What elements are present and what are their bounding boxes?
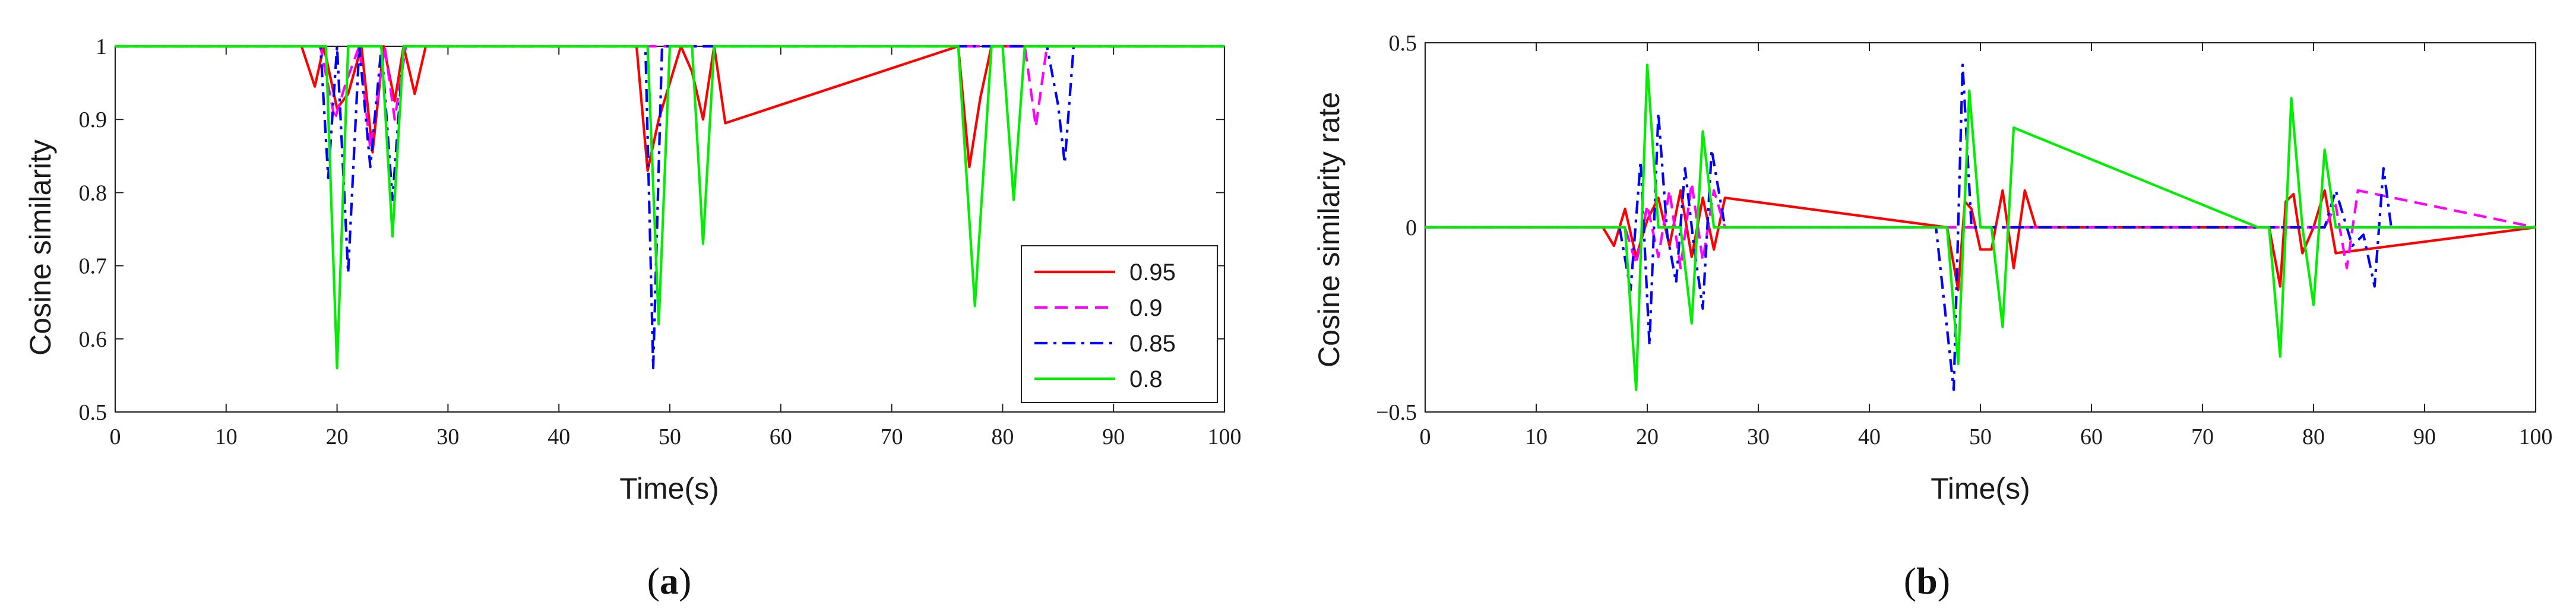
legend-label: 0.85 [1129, 331, 1176, 357]
y-tick-label: 0 [1406, 215, 1417, 240]
x-tick-label: 70 [2191, 424, 2214, 449]
x-tick-label: 60 [770, 424, 792, 449]
series-line-0-8 [115, 45, 1224, 370]
panel-a-y-axis-label: Cosine similarity [24, 140, 57, 356]
x-tick-label: 40 [548, 424, 570, 449]
panel-a-series [115, 45, 1224, 370]
x-tick-label: 90 [2413, 424, 2436, 449]
series-line-0-8 [1425, 64, 2536, 391]
series-line-0-9 [115, 45, 1224, 150]
y-tick-label: 0.9 [79, 107, 107, 132]
x-tick-label: 0 [110, 424, 121, 449]
panel-b-tick-labels: 0 10 20 30 40 50 60 70 80 90 100−0.500.5 [1376, 31, 2552, 449]
y-tick-label: 0.7 [79, 254, 107, 279]
y-tick-label: −0.5 [1376, 400, 1417, 425]
x-tick-label: 30 [1747, 424, 1770, 449]
x-tick-label: 10 [1525, 424, 1548, 449]
legend-label: 0.8 [1129, 366, 1163, 392]
panel-b-caption-open: ( [1904, 560, 1916, 602]
y-tick-label: 0.8 [79, 180, 107, 205]
panel-a-caption-close: ) [679, 560, 691, 602]
panel-a-caption-open: ( [647, 560, 660, 602]
legend-label: 0.95 [1129, 259, 1176, 286]
panel-b-y-axis-label: Cosine similarity rate [1312, 92, 1346, 367]
x-tick-label: 10 [215, 424, 238, 449]
panel-b-x-axis-label: Time(s) [1931, 472, 2030, 505]
legend-label: 0.9 [1129, 295, 1163, 321]
series-line-0-95 [115, 45, 1224, 172]
x-tick-label: 80 [991, 424, 1014, 449]
panel-b-chart: 0 10 20 30 40 50 60 70 80 90 100−0.500.5 Time(s) C… [1312, 31, 2553, 602]
panel-b-caption: (b) [1904, 560, 1950, 602]
panel-a-x-axis-label: Time(s) [619, 472, 719, 505]
x-tick-label: 90 [1102, 424, 1125, 449]
y-tick-label: 0.5 [79, 400, 107, 425]
panel-b-caption-letter: b [1916, 560, 1938, 602]
panel-a-chart: 0 10 20 30 40 50 60 70 80 90 100 0.5 0.6 0.7 0.8 0.9 1 T… [24, 34, 1242, 602]
panel-a-caption-letter: a [660, 560, 679, 602]
x-tick-label: 60 [2080, 424, 2103, 449]
x-tick-label: 50 [1969, 424, 1992, 449]
x-tick-label: 30 [436, 424, 459, 449]
y-tick-label: 0.6 [79, 327, 107, 352]
x-tick-label: 50 [659, 424, 681, 449]
panel-a-tick-labels: 0 10 20 30 40 50 60 70 80 90 100 0.5 0.6 0.7 0.8 0.9 1 [79, 34, 1242, 449]
x-tick-label: 0 [1420, 424, 1431, 449]
x-tick-label: 80 [2302, 424, 2325, 449]
x-tick-label: 100 [1208, 424, 1242, 449]
y-tick-label: 0.5 [1389, 31, 1417, 56]
y-tick-label: 1 [96, 34, 107, 59]
panel-b-series [1425, 64, 2536, 391]
panel-b-caption-close: ) [1938, 560, 1950, 602]
panel-a-caption: (a) [647, 560, 692, 602]
x-tick-label: 100 [2519, 424, 2553, 449]
x-tick-label: 20 [1636, 424, 1659, 449]
x-tick-label: 70 [881, 424, 903, 449]
panel-a-legend: 0.95 0.9 0.85 0.8 [1021, 245, 1218, 403]
x-tick-label: 40 [1858, 424, 1881, 449]
x-tick-label: 20 [326, 424, 349, 449]
